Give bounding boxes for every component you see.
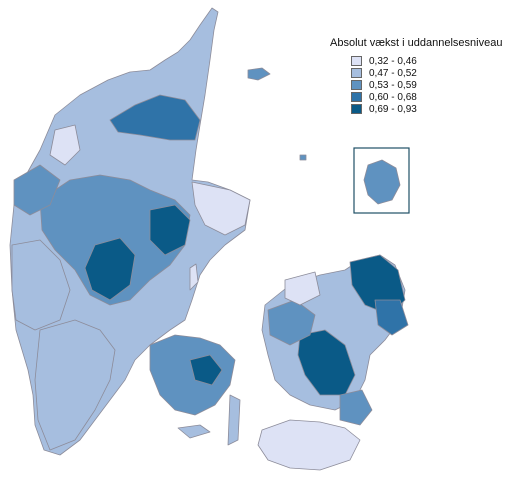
legend-item: 0,69 - 0,93 [351, 103, 500, 115]
legend-title: Absolut vækst i uddannelsesniveau [330, 37, 503, 49]
legend-item: 0,32 - 0,46 [351, 55, 500, 67]
region-aeroe [177, 424, 211, 439]
legend-swatch [351, 80, 362, 90]
legend-label: 0,47 - 0,52 [369, 67, 417, 79]
region-north-jutland [109, 94, 201, 141]
legend-label: 0,32 - 0,46 [369, 55, 417, 67]
legend-swatch [351, 56, 362, 66]
legend-swatch [351, 68, 362, 78]
legend-label: 0,69 - 0,93 [369, 103, 417, 115]
region-odense [189, 354, 223, 386]
inset-frame [353, 147, 410, 214]
region-lolland [257, 419, 361, 471]
legend-label: 0,60 - 0,68 [369, 91, 417, 103]
map-legend: Absolut vækst i uddannelsesniveau 0,32 -… [330, 37, 503, 115]
region-djursland [191, 181, 251, 236]
region-langeland [227, 394, 241, 446]
legend-item: 0,53 - 0,59 [351, 79, 500, 91]
region-south-jutland [34, 319, 116, 451]
legend-swatch [351, 92, 362, 102]
region-mors [49, 124, 81, 166]
legend-label: 0,53 - 0,59 [369, 79, 417, 91]
region-odsherred [284, 271, 321, 306]
region-viborg [84, 237, 136, 301]
region-thy [13, 164, 61, 216]
legend-item: 0,47 - 0,52 [351, 67, 500, 79]
legend-item: 0,60 - 0,68 [351, 91, 500, 103]
region-laesoe [299, 154, 307, 161]
region-aarhus [149, 204, 191, 256]
legend-swatch [351, 104, 362, 114]
region-samsoe [189, 263, 199, 291]
region-copenhagen [374, 299, 409, 336]
region-southeast-zealand [339, 389, 373, 426]
region-anholt [247, 67, 271, 81]
region-bornholm [363, 159, 401, 205]
region-west-jutland [11, 239, 71, 331]
region-funen [149, 334, 236, 416]
